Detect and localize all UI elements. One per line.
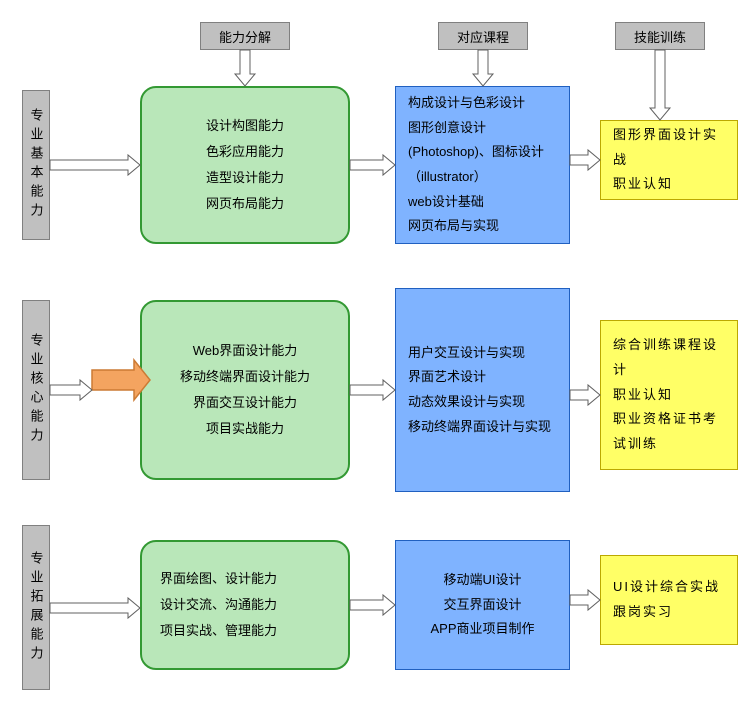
header-label: 技能训练: [634, 27, 686, 46]
arrow-blue-yellow-row2: [570, 385, 600, 405]
text-line: 图形创意设计: [408, 116, 557, 141]
header-label: 能力分解: [219, 27, 271, 46]
text-line: 项目实战能力: [160, 416, 330, 442]
text-line: 设计构图能力: [160, 113, 330, 139]
ability-box-row2: Web界面设计能力移动终端界面设计能力界面交互设计能力项目实战能力: [140, 300, 350, 480]
ability-box-row3: 界面绘图、设计能力设计交流、沟通能力项目实战、管理能力: [140, 540, 350, 670]
ability-box-row1: 设计构图能力色彩应用能力造型设计能力网页布局能力: [140, 86, 350, 244]
side-label-text: 专业拓展能力: [27, 551, 46, 665]
text-line: 网页布局能力: [160, 191, 330, 217]
text-line: 界面交互设计能力: [160, 390, 330, 416]
orange-arrow: [92, 360, 150, 400]
text-line: 移动终端界面设计与实现: [408, 415, 557, 440]
text-line: 移动端UI设计: [408, 568, 557, 593]
arrow-side-green-row1: [50, 155, 140, 175]
text-line: 动态效果设计与实现: [408, 390, 557, 415]
text-line: APP商业项目制作: [408, 617, 557, 642]
text-line: (Photoshop)、图标设计（illustrator）: [408, 140, 557, 189]
arrow-side-orange-row2: [50, 380, 92, 400]
training-box-row1: 图形界面设计实战职业认知: [600, 120, 738, 200]
header-training: 技能训练: [615, 22, 705, 50]
arrow-green-blue-row3: [350, 595, 395, 615]
course-box-row2: 用户交互设计与实现界面艺术设计动态效果设计与实现移动终端界面设计与实现: [395, 288, 570, 492]
header-label: 对应课程: [457, 27, 509, 46]
side-label-row1: 专业基本能力: [22, 90, 50, 240]
arrow-blue-yellow-row3: [570, 590, 600, 610]
header-courses: 对应课程: [438, 22, 528, 50]
text-line: 交互界面设计: [408, 593, 557, 618]
text-line: 职业资格证书考试训练: [613, 407, 725, 456]
training-box-row3: UI设计综合实战跟岗实习: [600, 555, 738, 645]
arrow-down-ability: [235, 50, 255, 86]
arrow-green-blue-row2: [350, 380, 395, 400]
text-line: 色彩应用能力: [160, 139, 330, 165]
text-line: 图形界面设计实战: [613, 123, 725, 172]
course-box-row1: 构成设计与色彩设计图形创意设计(Photoshop)、图标设计（illustra…: [395, 86, 570, 244]
text-line: 构成设计与色彩设计: [408, 91, 557, 116]
text-line: 界面艺术设计: [408, 365, 557, 390]
text-line: 用户交互设计与实现: [408, 341, 557, 366]
text-line: UI设计综合实战: [613, 575, 725, 600]
text-line: 项目实战、管理能力: [160, 618, 330, 644]
text-line: 网页布局与实现: [408, 214, 557, 239]
text-line: 造型设计能力: [160, 165, 330, 191]
text-line: 界面绘图、设计能力: [160, 566, 330, 592]
header-ability: 能力分解: [200, 22, 290, 50]
diagram-canvas: 能力分解 对应课程 技能训练专业基本能力专业核心能力专业拓展能力 设计构图能力色彩应用…: [0, 0, 754, 702]
side-label-text: 专业基本能力: [27, 108, 46, 222]
course-box-row3: 移动端UI设计交互界面设计APP商业项目制作: [395, 540, 570, 670]
text-line: 跟岗实习: [613, 600, 725, 625]
text-line: 综合训练课程设计: [613, 333, 725, 382]
text-line: 设计交流、沟通能力: [160, 592, 330, 618]
side-label-row2: 专业核心能力: [22, 300, 50, 480]
text-line: 职业认知: [613, 172, 725, 197]
arrow-side-green-row3: [50, 598, 140, 618]
text-line: 移动终端界面设计能力: [160, 364, 330, 390]
training-box-row2: 综合训练课程设计职业认知职业资格证书考试训练: [600, 320, 738, 470]
arrow-down-courses: [473, 50, 493, 86]
text-line: 职业认知: [613, 383, 725, 408]
side-label-row3: 专业拓展能力: [22, 525, 50, 690]
text-line: web设计基础: [408, 190, 557, 215]
arrow-green-blue-row1: [350, 155, 395, 175]
side-label-text: 专业核心能力: [27, 333, 46, 447]
arrow-blue-yellow-row1: [570, 150, 600, 170]
arrow-down-training: [650, 50, 670, 120]
text-line: Web界面设计能力: [160, 338, 330, 364]
